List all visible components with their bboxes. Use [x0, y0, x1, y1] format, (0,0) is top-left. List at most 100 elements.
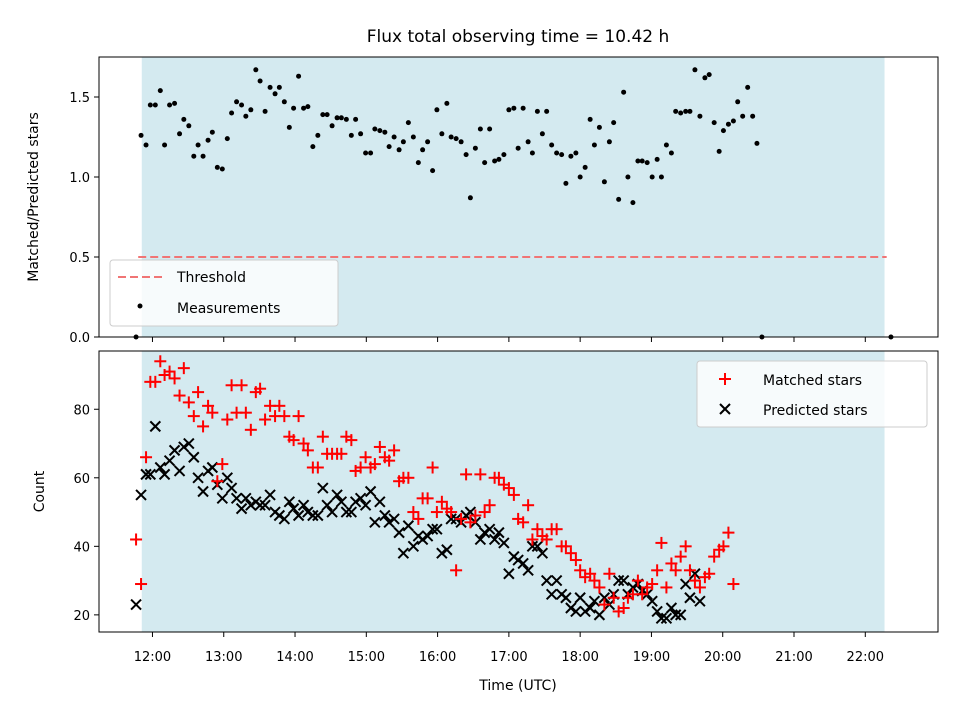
measurement-point	[276, 84, 282, 90]
measurement-point	[353, 116, 359, 122]
matched-point	[679, 540, 692, 553]
measurement-point	[444, 100, 450, 106]
predicted-point	[522, 564, 534, 577]
measurement-point	[267, 84, 273, 90]
measurement-point	[635, 158, 641, 164]
matched-point	[502, 482, 515, 495]
y-tick-label: 80	[73, 403, 90, 418]
measurement-point	[296, 73, 302, 79]
matched-point	[617, 602, 630, 615]
measurement-point	[559, 152, 565, 158]
matched-point	[368, 458, 381, 471]
predicted-point	[307, 509, 319, 522]
predicted-point	[393, 526, 405, 539]
predicted-point	[178, 441, 190, 453]
measurement-point	[525, 139, 531, 145]
y-tick-label: 40	[73, 540, 90, 555]
measurement-point	[286, 124, 292, 130]
measurement-point	[334, 115, 340, 121]
predicted-point	[488, 533, 501, 546]
predicted-point	[593, 609, 606, 621]
top-x-ticks	[151, 337, 866, 342]
x-tick-label: 17:00	[490, 650, 527, 665]
measurement-point	[391, 134, 397, 140]
predicted-point	[431, 523, 443, 535]
predicted-point	[259, 499, 271, 511]
matched-point	[402, 471, 415, 484]
matched-point	[140, 451, 153, 464]
predicted-point	[349, 496, 362, 508]
matched-point	[593, 581, 606, 594]
predicted-point	[326, 506, 338, 518]
predicted-point	[183, 437, 195, 450]
predicted-point	[173, 465, 186, 477]
measurement-point	[191, 153, 197, 159]
measurement-point	[750, 113, 756, 119]
predicted-point	[383, 516, 395, 529]
measurement-point	[520, 105, 526, 111]
measurement-point	[625, 174, 631, 180]
measurement-point	[234, 99, 240, 105]
matched-point	[507, 488, 520, 501]
measurement-point	[453, 136, 459, 142]
measurement-point	[463, 152, 469, 158]
measurement-point	[725, 121, 731, 127]
predicted-point	[197, 485, 209, 498]
x-tick-label: 15:00	[348, 650, 385, 665]
matched-point	[492, 471, 505, 484]
matched-point	[531, 523, 544, 536]
predicted-point	[235, 502, 248, 515]
measurement-point	[372, 126, 378, 132]
matched-point	[182, 396, 195, 409]
matched-point	[717, 540, 730, 553]
measurement-point	[400, 139, 406, 145]
predicted-point	[407, 540, 420, 553]
predicted-point	[669, 609, 682, 621]
predicted-point	[441, 544, 453, 556]
matched-point	[603, 567, 616, 580]
matched-point	[135, 578, 148, 591]
measurement-point	[496, 156, 502, 162]
matched-point	[345, 434, 358, 447]
top-panel: 0.0 0.5 1.0 1.5 Matched/Predicted stars Thr…	[26, 56, 939, 346]
matched-point	[540, 533, 553, 546]
matched-point	[636, 588, 649, 601]
x-tick-label: 13:00	[205, 650, 242, 665]
measurement-point	[573, 150, 579, 156]
matched-point	[383, 454, 396, 467]
measurement-point	[663, 142, 669, 148]
measurement-point	[224, 136, 230, 142]
measurement-point	[506, 107, 512, 113]
matched-point	[163, 365, 176, 378]
predicted-point	[540, 574, 553, 587]
predicted-point	[483, 523, 496, 535]
measurement-point	[487, 126, 493, 132]
predicted-point	[287, 502, 300, 515]
legend-top: Threshold Measurements	[109, 259, 339, 327]
predicted-point	[579, 605, 591, 618]
measurement-point	[338, 115, 344, 121]
x-tick-label: 18:00	[561, 650, 598, 665]
measurement-point	[702, 75, 708, 81]
predicted-point	[149, 420, 162, 433]
measurement-point	[177, 131, 183, 137]
matched-point	[197, 420, 210, 433]
matched-point	[273, 399, 286, 412]
predicted-point	[684, 592, 696, 604]
predicted-point	[474, 533, 487, 546]
matched-point	[168, 372, 181, 385]
predicted-point	[354, 492, 367, 505]
predicted-point	[379, 509, 391, 522]
measurement-point	[410, 134, 416, 140]
matched-point	[244, 423, 257, 436]
x-tick-label: 12:00	[134, 650, 171, 665]
matched-point	[211, 475, 224, 488]
measurement-point	[147, 102, 153, 108]
matched-point	[526, 533, 539, 546]
measurements-series	[133, 67, 894, 340]
predicted-point	[278, 513, 291, 525]
measurement-point	[239, 102, 245, 108]
predicted-point	[283, 496, 296, 508]
measurement-point	[143, 142, 149, 148]
predicted-point	[674, 609, 687, 621]
